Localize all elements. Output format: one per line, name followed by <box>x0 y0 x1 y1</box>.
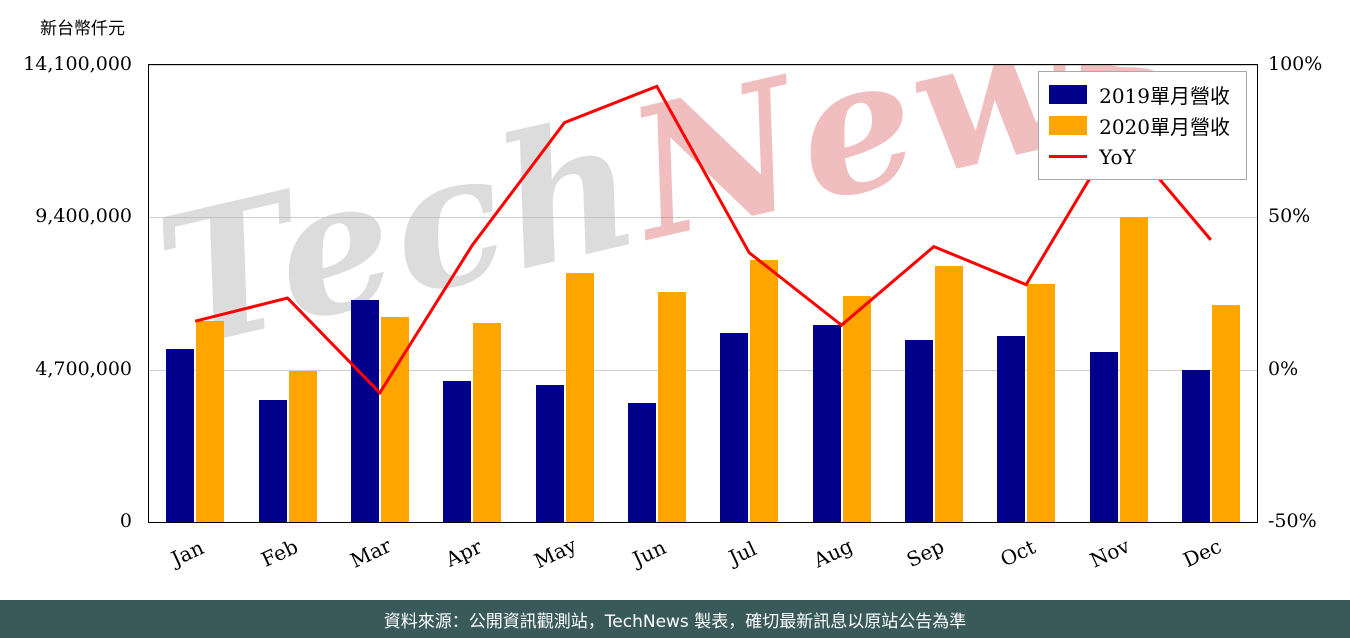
legend-color-swatch <box>1049 116 1088 135</box>
bar-2019-jun <box>627 403 656 522</box>
x-tick-nov: Nov <box>1085 533 1133 573</box>
bar-2019-dec <box>1181 369 1210 522</box>
bar-2020-mar <box>380 316 409 522</box>
x-tick-dec: Dec <box>1179 533 1225 573</box>
bar-2019-apr <box>443 380 472 522</box>
bar-2020-jul <box>750 260 779 522</box>
plot-area: TechNews 2019單月營收 2020單月營收 YoY <box>148 64 1258 523</box>
bar-2019-aug <box>812 324 841 522</box>
right-axis-tick-labels: -50% 0% 50% 100% <box>1262 53 1347 532</box>
bar-2019-sep <box>904 339 933 522</box>
x-tick-may: May <box>529 532 580 574</box>
bar-2020-nov <box>1119 217 1148 522</box>
gridline <box>149 65 1257 66</box>
x-tick-jul: Jul <box>725 536 761 570</box>
x-tick-apr: Apr <box>442 534 486 572</box>
left-axis-title: 新台幣仟元 <box>40 19 125 39</box>
legend-item-2019: 2019單月營收 <box>1049 79 1230 110</box>
y-tick-left-0: 0 <box>119 510 132 532</box>
legend-line-swatch <box>1049 155 1088 158</box>
legend-color-swatch <box>1049 85 1088 104</box>
y-tick-right-0: -50% <box>1268 510 1317 532</box>
legend: 2019單月營收 2020單月營收 YoY <box>1038 71 1247 180</box>
y-tick-right-1: 0% <box>1268 357 1299 380</box>
bar-2019-oct <box>997 335 1026 522</box>
bar-2020-sep <box>934 266 963 522</box>
bar-2020-feb <box>288 370 317 522</box>
source-footer-text: 資料來源：公開資訊觀測站，TechNews 製表，確切最新訊息以原站公告為準 <box>383 611 967 632</box>
y-tick-right-3: 100% <box>1268 53 1323 75</box>
gridline <box>149 217 1257 219</box>
source-footer: 資料來源：公開資訊觀測站，TechNews 製表，確切最新訊息以原站公告為準 <box>0 600 1350 638</box>
bar-2020-may <box>565 273 594 522</box>
left-axis-tick-labels: 0 4,700,000 9,400,000 14,100,000 <box>0 53 140 532</box>
y-tick-left-2: 9,400,000 <box>35 205 132 228</box>
x-tick-sep: Sep <box>902 534 948 572</box>
bar-2020-oct <box>1027 284 1056 522</box>
bar-2019-mar <box>350 299 379 522</box>
legend-item-yoy: YoY <box>1049 141 1230 172</box>
bar-2019-feb <box>258 399 287 522</box>
bar-2020-aug <box>842 296 871 522</box>
legend-label: 2019單月營收 <box>1099 84 1230 108</box>
legend-label: 2020單月營收 <box>1099 115 1230 139</box>
y-tick-right-2: 50% <box>1268 205 1311 228</box>
x-tick-jan: Jan <box>167 535 208 571</box>
y-tick-left-1: 4,700,000 <box>35 357 132 380</box>
x-tick-oct: Oct <box>996 534 1040 572</box>
bar-2019-may <box>535 384 564 522</box>
x-tick-aug: Aug <box>809 533 856 573</box>
bar-2019-nov <box>1089 351 1118 522</box>
x-axis-tick-labels: Jan Feb Mar Apr May Jun Jul Aug Sep Oct Nov Dec <box>148 525 1258 595</box>
bar-2020-jun <box>657 291 686 522</box>
bar-2019-jul <box>720 332 749 522</box>
legend-item-2020: 2020單月營收 <box>1049 110 1230 141</box>
bar-2020-jan <box>196 321 225 522</box>
x-tick-mar: Mar <box>346 533 395 573</box>
bar-2019-jan <box>166 348 195 522</box>
x-tick-jun: Jun <box>628 534 670 572</box>
y-tick-left-3: 14,100,000 <box>23 53 132 75</box>
legend-label: YoY <box>1099 144 1136 169</box>
bar-2020-apr <box>473 323 502 522</box>
x-tick-feb: Feb <box>256 534 302 572</box>
bar-2020-dec <box>1211 304 1240 522</box>
